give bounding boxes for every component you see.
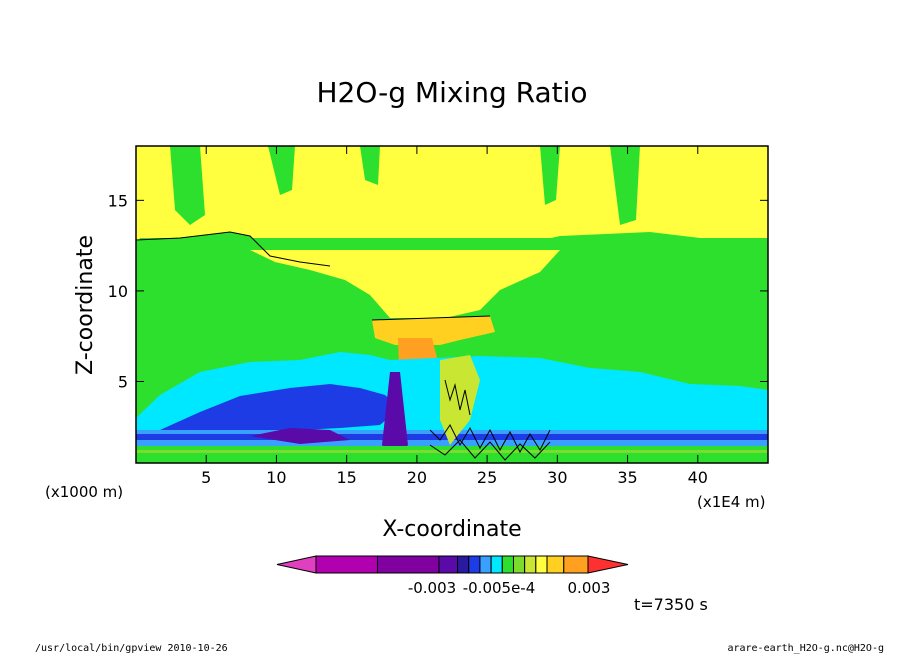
green-band	[136, 238, 768, 250]
colorbar-segment	[535, 555, 548, 574]
light-orange-anvil	[372, 316, 495, 345]
x-tick-label: 5	[201, 468, 211, 487]
chart-title: H2O-g Mixing Ratio	[316, 76, 587, 109]
x-tick-label: 40	[688, 468, 708, 487]
green-gap-3	[360, 146, 380, 185]
x-tick-label: 20	[407, 468, 427, 487]
green-gap-1	[170, 146, 205, 225]
green-gap-2	[268, 146, 295, 195]
colorbar-label-3: 0.003	[568, 579, 611, 597]
core-lightgreen	[440, 355, 480, 445]
purple-pocket	[250, 428, 350, 444]
colorbar-label-1: -0.003	[408, 579, 456, 597]
colorbar-label-2: -0.005e-4	[463, 579, 536, 597]
colorbar-segment	[546, 555, 565, 574]
core-purple	[382, 372, 408, 460]
colorbar-left-triangle	[276, 555, 317, 574]
y-tick-label: 10	[108, 282, 128, 301]
colorbar-segment	[468, 555, 481, 574]
colorbar-segment	[490, 555, 503, 574]
colorbar-segment	[501, 555, 514, 574]
x-tick-label: 25	[477, 468, 497, 487]
green-gap-4	[540, 146, 560, 205]
y-axis-title: Z-coordinate	[73, 235, 98, 375]
colorbar-segment	[315, 555, 378, 574]
colorbar-segment	[563, 555, 589, 574]
colorbar-segment	[457, 555, 470, 574]
x-tick-label: 35	[617, 468, 637, 487]
footer-left: /usr/local/bin/gpview 2010-10-26	[35, 643, 228, 654]
x-tick-label: 15	[336, 468, 356, 487]
colorbar-segment	[479, 555, 492, 574]
x-unit-left: (x1000 m)	[45, 483, 123, 501]
yellow-region-upper	[136, 146, 768, 318]
colorbar	[276, 555, 629, 574]
colorbar-right-triangle	[587, 555, 629, 574]
colorbar-segment	[438, 555, 459, 574]
x-tick-label: 30	[547, 468, 567, 487]
contour-field	[136, 146, 768, 463]
contour-lines	[136, 231, 551, 461]
time-label: t=7350 s	[634, 595, 708, 614]
plot-frame	[135, 145, 769, 464]
colorbar-segment	[524, 555, 537, 574]
footer-right: arare-earth_H2O-g.nc@H2O-g	[727, 643, 884, 654]
x-axis-ticks: 5 10 15 20 25 30 35 40	[201, 146, 708, 487]
y-axis-ticks: 5 10 15	[108, 191, 768, 391]
x-unit-right: (x1E4 m)	[697, 493, 766, 511]
y-tick-label: 5	[118, 372, 128, 391]
x-axis-title: X-coordinate	[382, 517, 521, 542]
x-tick-label: 10	[266, 468, 286, 487]
y-tick-label: 15	[108, 191, 128, 210]
yellow-cloud-body	[250, 250, 560, 318]
blue-layer	[160, 384, 400, 432]
colorbar-segment	[376, 555, 440, 574]
colorbar-segment	[512, 555, 526, 574]
green-gap-5	[610, 146, 640, 225]
